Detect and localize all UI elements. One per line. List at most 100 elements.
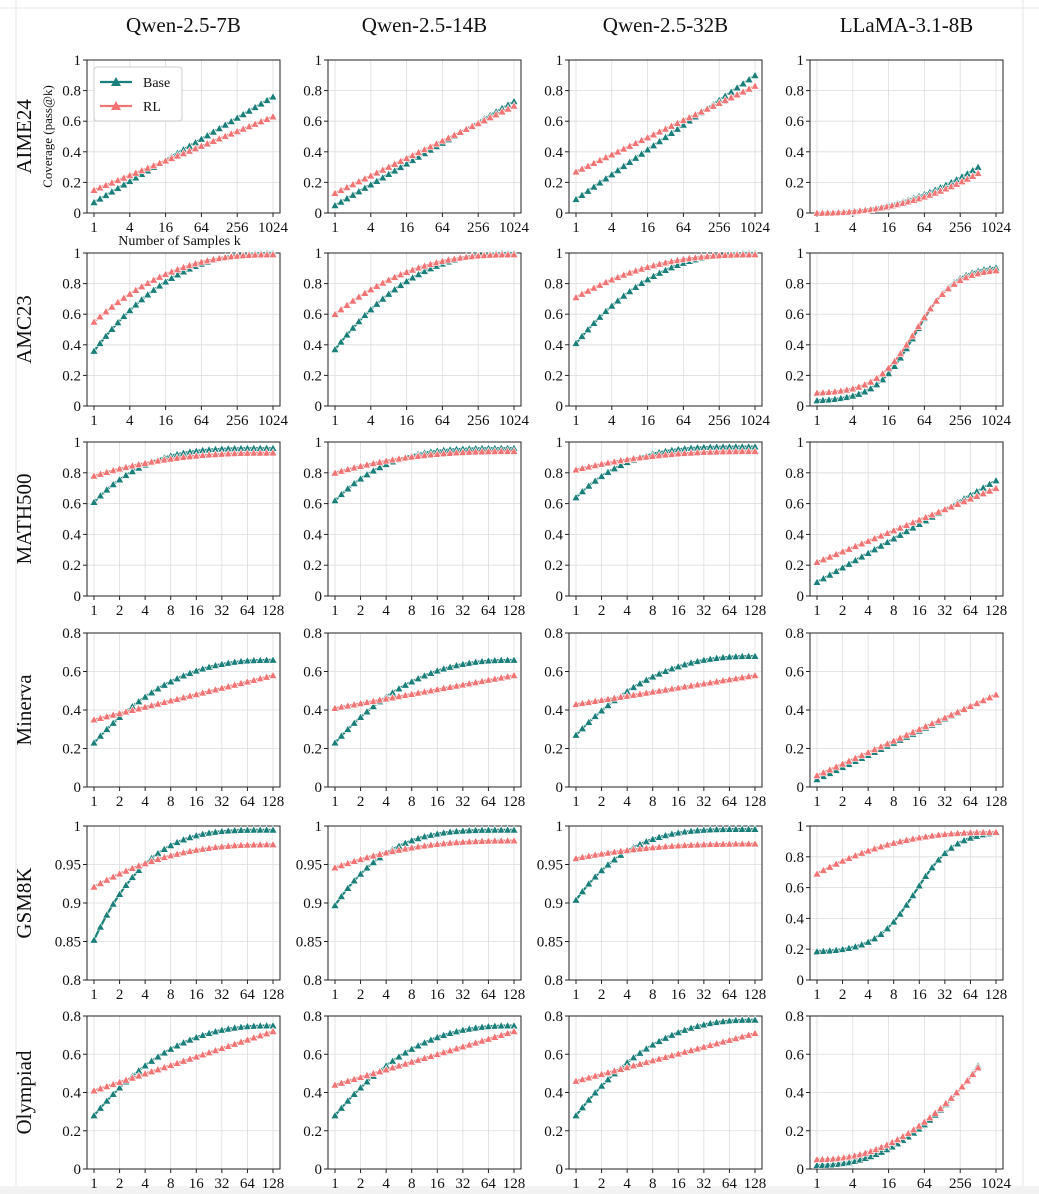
series-marker-base (870, 544, 880, 553)
x-tick-label: 16 (640, 220, 656, 236)
x-tick-label: 128 (262, 987, 285, 1003)
series-marker-rl (590, 850, 600, 859)
series-marker-base (744, 74, 754, 83)
series-marker-rl (161, 156, 171, 165)
series-marker-rl (191, 1052, 201, 1061)
series-marker-rl (208, 254, 218, 263)
x-tick-label: 64 (917, 220, 933, 236)
y-tick-label: 0.2 (544, 175, 563, 191)
x-tick-label: 4 (141, 603, 149, 619)
series-marker-rl (497, 107, 507, 116)
series-marker-rl (413, 451, 423, 460)
series-marker-rl (147, 457, 157, 466)
series-marker-base (660, 132, 671, 141)
series-marker-rl (838, 546, 848, 556)
x-tick-label: 16 (158, 413, 174, 429)
y-tick-label: 0 (797, 399, 805, 415)
series-marker-base (490, 655, 500, 664)
x-tick-label: 2 (116, 603, 124, 619)
series-marker-base (230, 657, 240, 666)
series-marker-base (857, 940, 867, 949)
series-marker-rl (744, 1030, 754, 1039)
y-tick-label: 0.8 (785, 850, 804, 866)
series-marker-rl (230, 448, 240, 457)
series-marker-base (384, 289, 394, 298)
series-marker-rl (483, 675, 493, 684)
y-tick-label: 0.2 (785, 175, 804, 191)
series-marker-base (724, 824, 734, 833)
x-tick-label: 1 (572, 1176, 580, 1192)
series-marker-rl (680, 448, 690, 457)
series-marker-base (451, 660, 461, 669)
series-marker-rl (635, 844, 645, 853)
series-marker-rl (921, 831, 931, 841)
series-marker-rl (708, 101, 718, 110)
series-marker-base (692, 825, 702, 834)
subplot-amc23-2: 0 0.2 0.4 0.6 0.8 1 1 4 16 64 256 1024 (544, 246, 770, 429)
series-marker-rl (390, 272, 400, 281)
series-marker-rl (965, 827, 975, 837)
series-marker-rl (712, 676, 722, 686)
series-marker-base (724, 1016, 734, 1025)
y-tick-label: 0.4 (544, 1086, 563, 1102)
series-marker-base (824, 395, 834, 404)
series-marker-rl (850, 541, 860, 550)
series-marker-rl (384, 275, 394, 284)
series-marker-base (583, 186, 593, 195)
series-marker-rl (149, 160, 159, 170)
series-marker-rl (680, 682, 690, 691)
series-marker-rl (356, 461, 366, 470)
series-marker-rl (660, 685, 671, 694)
series-marker-base (477, 825, 487, 834)
series-marker-rl (705, 677, 715, 687)
series-marker-rl (384, 162, 394, 171)
series-marker-rl (464, 836, 474, 846)
series-marker-rl (184, 146, 194, 155)
series-marker-rl (497, 250, 507, 259)
x-tick-label: 128 (985, 794, 1008, 810)
series-marker-base (223, 826, 233, 835)
series-marker-base (673, 828, 683, 837)
series-marker-rl (870, 533, 880, 542)
series-marker-rl (366, 171, 376, 180)
series-marker-base (356, 1083, 366, 1092)
series-marker-rl (155, 272, 165, 281)
series-marker-rl (616, 846, 626, 855)
series-marker-base (407, 676, 417, 686)
series-marker-base (844, 943, 854, 952)
series-marker-base (89, 935, 99, 944)
series-marker-rl (121, 1075, 131, 1084)
series-marker-rl (121, 707, 131, 716)
series-marker-base (571, 895, 581, 904)
series-marker-rl (690, 109, 700, 119)
series-marker-base (571, 1110, 581, 1119)
series-marker-base (584, 1095, 594, 1104)
series-marker-rl (437, 136, 447, 145)
y-tick-label: 0.6 (62, 1047, 81, 1063)
x-tick-label: 1 (813, 413, 821, 429)
series-marker-rl (978, 488, 988, 497)
series-marker-base (863, 548, 873, 557)
series-marker-rl (230, 1039, 240, 1048)
series-marker-rl (919, 312, 929, 321)
series-marker-rl (95, 1083, 105, 1092)
series-marker-rl (882, 528, 892, 537)
frame-bottom-band (0, 1186, 1039, 1194)
series-marker-rl (927, 718, 937, 727)
series-marker-rl (419, 687, 430, 696)
series-marker-rl (496, 673, 506, 682)
series-marker-base (134, 865, 144, 874)
x-tick-label: 16 (399, 220, 415, 236)
series-marker-base (368, 857, 378, 866)
series-marker-base (655, 136, 665, 145)
series-marker-rl (699, 678, 709, 688)
series-marker-base (217, 826, 227, 835)
x-tick-label: 4 (849, 220, 857, 236)
series-marker-rl (812, 208, 822, 217)
series-marker-rl (375, 849, 385, 858)
series-marker-base (185, 1035, 195, 1044)
y-tick-label: 0.4 (303, 1086, 322, 1102)
series-marker-rl (336, 466, 346, 475)
series-marker-base (838, 563, 848, 572)
series-marker-base (616, 850, 626, 859)
